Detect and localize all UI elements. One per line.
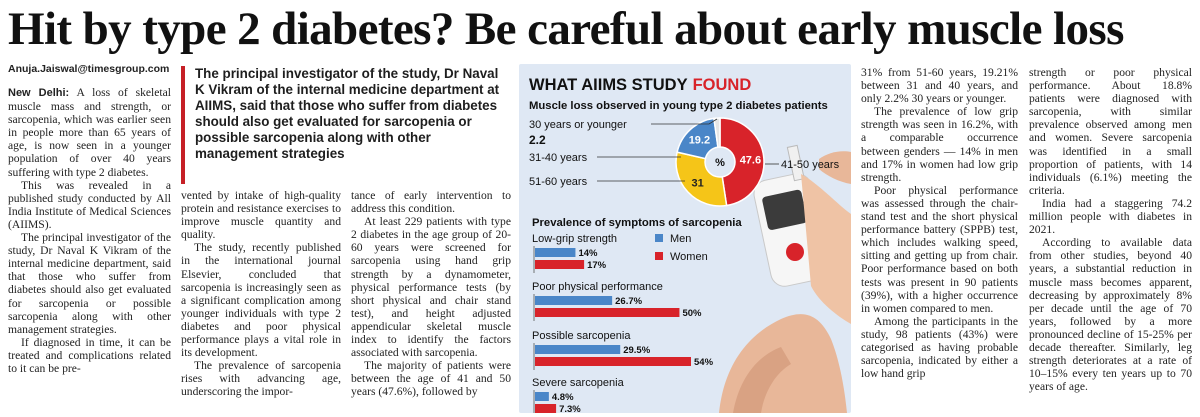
dateline: New Delhi: [8, 87, 70, 99]
article-column-4: 31% from 51-60 years, 19.21% between 31 … [861, 66, 1018, 380]
bar-men [535, 296, 613, 305]
pie-label-41-50: 41-50 years [781, 159, 840, 171]
bar-value-label: 50% [682, 308, 702, 319]
article-paragraph: If diagnosed in time, it can be treated … [8, 335, 171, 375]
pie-label-30-or-younger: 30 years or younger [529, 119, 627, 131]
article-paragraph: Among the participants in the study, 98 … [861, 314, 1018, 381]
bar-chart-title: Prevalence of symptoms of sarcopenia [532, 217, 742, 229]
bar-category-label: Severe sarcopenia [532, 377, 625, 389]
pie-value-label: 19.2 [689, 135, 710, 147]
bar-category-label: Poor physical performance [532, 281, 663, 293]
pie-leader-line [708, 118, 718, 125]
infographic-canvas: WHAT AIIMS STUDY FOUND Muscle loss obser… [529, 76, 851, 413]
article-paragraph: vented by intake of high-quality protein… [181, 189, 341, 242]
bar-chart: Low-grip strength 14%17% Poor physical per… [532, 233, 714, 413]
legend-men-label: Men [670, 233, 691, 245]
bar-women [535, 404, 557, 413]
article-column-3: tance of early intervention to address t… [351, 189, 511, 399]
pie-slice-30-years-or-younger [713, 117, 721, 148]
infographic: WHAT AIIMS STUDY FOUND Muscle loss obser… [519, 64, 851, 413]
article-paragraph: The prevalence of sarcopenia rises with … [181, 359, 341, 399]
pie-value-label: 31 [692, 178, 704, 190]
bar-women [535, 260, 585, 269]
pie-value-label-30-or-younger: 2.2 [529, 133, 546, 147]
pie-value-label: 47.6 [740, 155, 761, 167]
pie-chart-title: Muscle loss observed in young type 2 dia… [529, 100, 828, 112]
byline: Anuja.Jaiswal@timesgroup.com [8, 63, 170, 75]
article-paragraph: India had a staggering 74.2 million peop… [1029, 196, 1192, 237]
legend-swatch-men [655, 234, 663, 242]
bar-value-label: 7.3% [559, 404, 581, 413]
legend-swatch-women [655, 252, 663, 260]
article-paragraph: 31% from 51-60 years, 19.21% between 31 … [861, 66, 1018, 106]
pie-label-31-40: 31-40 years [529, 152, 588, 164]
headline: Hit by type 2 diabetes? Be careful about… [8, 3, 1124, 55]
pull-quote: The principal investigator of the study,… [181, 66, 506, 184]
article-paragraph: The prevalence of low grip strength was … [861, 105, 1018, 184]
article-paragraph: The majority of patients were between th… [351, 359, 511, 399]
bar-men [535, 345, 621, 354]
article-column-1: New Delhi: A loss of skeletal muscle mas… [8, 86, 171, 375]
pie-chart: 47.6 31 19.2% 30 years or younger 2.2 31-40 y… [529, 117, 840, 207]
article-column-5: strength or poor physical performance. A… [1029, 66, 1192, 393]
bar-value-label: 29.5% [623, 345, 650, 356]
bar-value-label: 17% [587, 260, 607, 271]
bar-men [535, 248, 576, 257]
bar-value-label: 26.7% [615, 296, 642, 307]
article-paragraph: strength or poor physical performance. A… [1029, 66, 1192, 197]
pie-center-label: % [715, 157, 725, 169]
article-column-2: vented by intake of high-quality protein… [181, 189, 341, 399]
bar-value-label: 54% [694, 357, 714, 368]
bar-category-label: Possible sarcopenia [532, 330, 631, 342]
pie-slice-51-60-years [675, 151, 728, 207]
article-paragraph: According to available data from other s… [1029, 236, 1192, 394]
bar-women [535, 308, 680, 317]
article-paragraph: This was revealed in a published study c… [8, 178, 171, 231]
infographic-title: WHAT AIIMS STUDY [529, 76, 688, 94]
pie-slice-41-50-years [719, 117, 765, 207]
article-paragraph: New Delhi: A loss of skeletal muscle mas… [8, 86, 172, 179]
article-paragraph: The study, recently published in the int… [181, 241, 341, 360]
bar-category-label: Low-grip strength [532, 233, 617, 245]
article-paragraph: At least 229 patients with type 2 diabet… [351, 215, 511, 360]
legend-women-label: Women [670, 251, 708, 263]
bar-value-label: 14% [578, 248, 598, 259]
article-paragraph: tance of early intervention to address t… [351, 189, 511, 216]
infographic-title-accent: FOUND [693, 76, 752, 94]
bar-men [535, 392, 549, 401]
article-paragraph: The principal investigator of the study,… [8, 231, 171, 336]
glucometer-illustration [719, 144, 851, 413]
article-paragraph: Poor physical performance was assessed t… [861, 183, 1018, 315]
pie-label-51-60: 51-60 years [529, 176, 588, 188]
bar-women [535, 357, 691, 366]
bar-value-label: 4.8% [552, 392, 574, 403]
